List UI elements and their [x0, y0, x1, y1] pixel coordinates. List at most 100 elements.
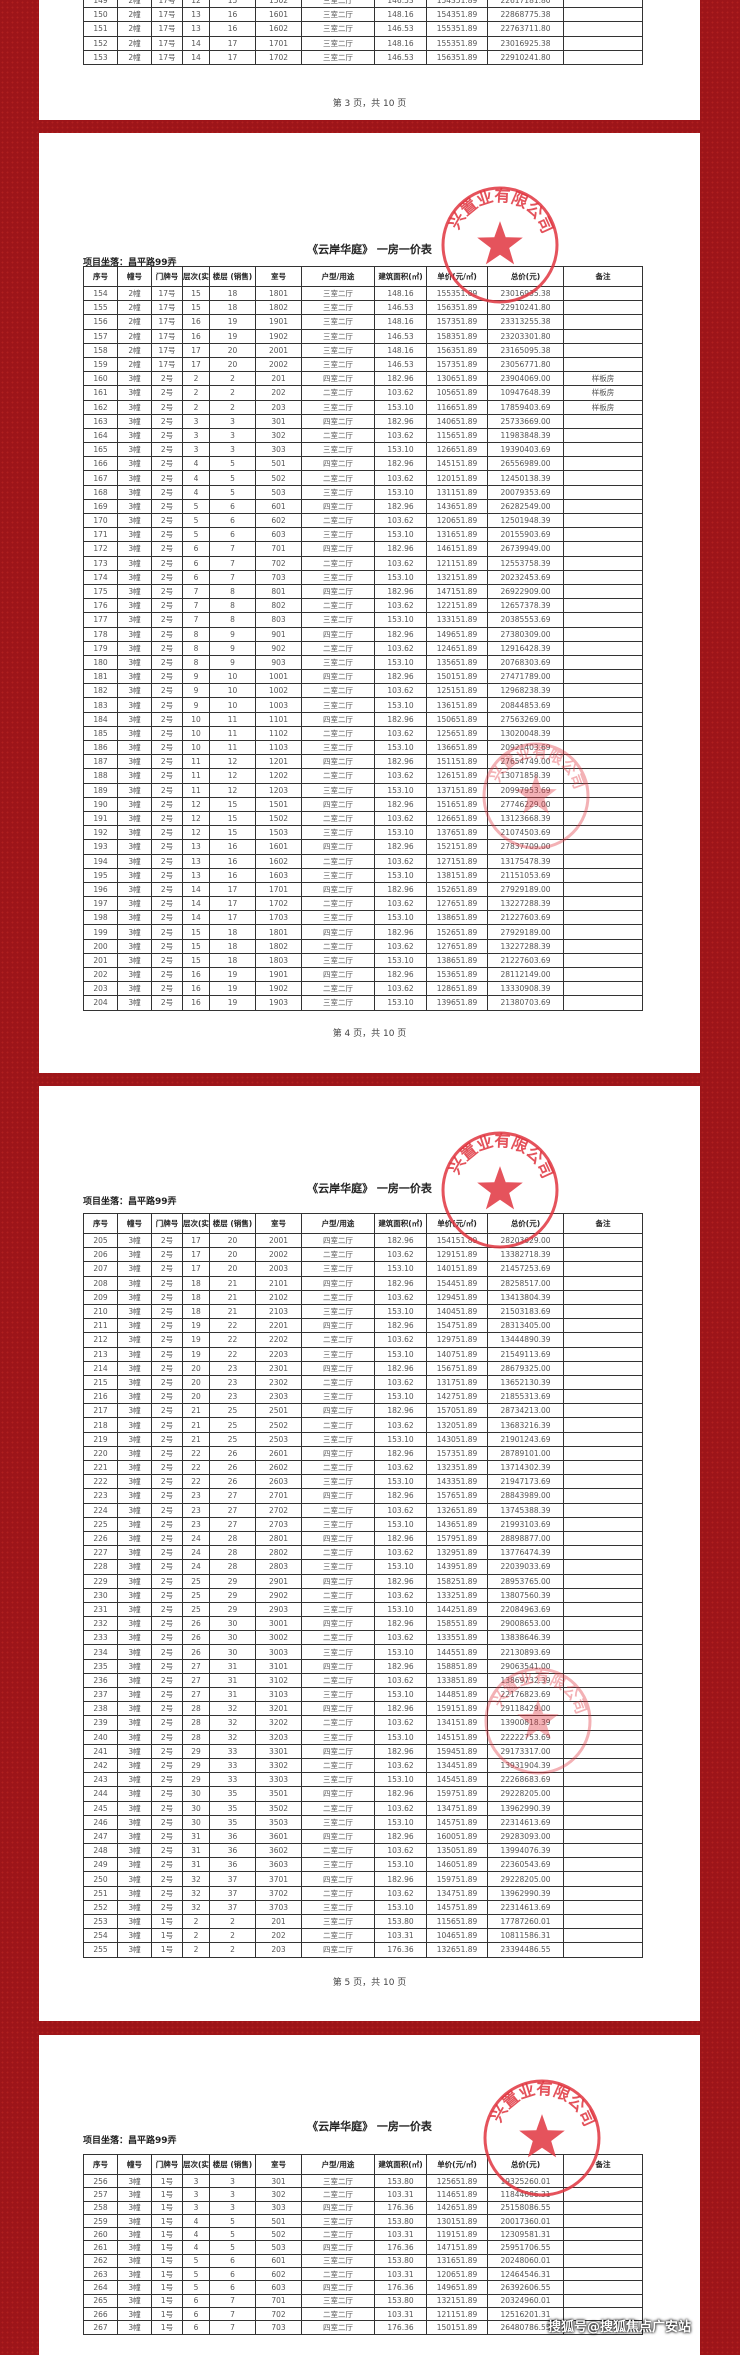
- table-cell: 二室二厅: [301, 470, 375, 486]
- table-cell: [563, 1389, 643, 1405]
- table-cell: 138651.89: [426, 952, 488, 969]
- table-cell: 23904069.00: [487, 371, 564, 387]
- svg-text:兴置业有限公司: 兴置业有限公司: [445, 186, 557, 236]
- table-cell: 28: [182, 1729, 210, 1745]
- table-cell: 150651.89: [426, 711, 488, 727]
- table-cell: 三室二厅: [301, 697, 375, 713]
- table-cell: 13683216.39: [487, 1417, 564, 1433]
- table-cell: 182.96: [374, 1786, 427, 1802]
- table-cell: 2号: [151, 924, 183, 940]
- table-cell: [563, 825, 643, 841]
- table-cell: 二室二厅: [301, 1332, 375, 1348]
- table-cell: 二室二厅: [301, 1502, 375, 1518]
- table-cell: 2号: [151, 512, 183, 529]
- table-row: 189 3幢 2号 11 12 1203 三室二厅 153.10 137151.89 209979…: [83, 782, 643, 798]
- table-cell: 122151.89: [426, 598, 488, 614]
- table-cell: 3: [182, 2200, 210, 2215]
- table-cell: 三室二厅: [301, 1389, 375, 1405]
- table-row: 195 3幢 2号 13 16 1603 三室二厅 153.10 138151.89 211510…: [83, 867, 643, 883]
- table-cell: 2号: [151, 739, 183, 756]
- table-cell: 28679325.00: [487, 1360, 564, 1376]
- table-cell: 103.62: [374, 1247, 427, 1263]
- table-cell: 28953765.00: [487, 1573, 564, 1589]
- document-page-6: 《云岸华庭》 一房一价表 项目坐落：昌平路99弄 序号幢号门牌号层次(实际)楼层…: [39, 2035, 700, 2355]
- table-cell: 103.62: [374, 1545, 427, 1561]
- table-cell: [563, 1800, 643, 1816]
- table-cell: 28313405.00: [487, 1318, 564, 1334]
- table-cell: 28: [209, 1530, 256, 1547]
- table-cell: 17号: [151, 342, 183, 358]
- table-cell: 三室二厅: [301, 1686, 375, 1703]
- table-cell: [563, 1403, 643, 1419]
- table-cell: [563, 669, 643, 685]
- table-cell: 3幢: [117, 1885, 152, 1901]
- table-cell: 23313255.38: [487, 314, 564, 330]
- table-row: 168 3幢 2号 4 5 503 三室二厅 153.10 131151.89 20079353.…: [83, 484, 643, 500]
- table-cell: 17号: [151, 7, 183, 23]
- table-cell: 159751.89: [426, 1871, 488, 1887]
- table-cell: 2: [209, 371, 256, 387]
- table-cell: 20155903.69: [487, 527, 564, 543]
- table-cell: 四室二厅: [301, 2280, 375, 2295]
- table-cell: [563, 1616, 643, 1632]
- table-cell: 205: [83, 1232, 118, 1249]
- table-cell: 19: [209, 314, 256, 330]
- table-cell: 702: [255, 2306, 302, 2322]
- table-cell: 二室二厅: [301, 555, 375, 571]
- table-cell: 4: [182, 2213, 210, 2229]
- table-cell: 15: [182, 938, 210, 954]
- table-cell: 5: [209, 2240, 256, 2255]
- table-cell: 27929189.00: [487, 924, 564, 940]
- table-cell: [563, 1332, 643, 1348]
- table-cell: 四室二厅: [301, 924, 375, 940]
- table-cell: 2701: [255, 1488, 302, 1504]
- table-cell: 9: [209, 640, 256, 656]
- table-row: 197 3幢 2号 14 17 1702 二室二厅 103.62 127651.89 132272…: [83, 896, 643, 912]
- table-row: 221 3幢 2号 22 26 2602 二室二厅 103.62 132351.89 137143…: [83, 1459, 643, 1476]
- table-row: 173 3幢 2号 6 7 702 二室二厅 103.62 121151.89 12553758.…: [83, 555, 643, 571]
- table-cell: 32: [209, 1729, 256, 1745]
- table-cell: [563, 1431, 643, 1447]
- table-cell: 16: [182, 328, 210, 344]
- table-cell: 2号: [151, 981, 183, 997]
- table-cell: 17号: [151, 328, 183, 344]
- table-cell: 3001: [255, 1616, 302, 1632]
- table-cell: 503: [255, 484, 302, 500]
- table-cell: 2号: [151, 1843, 183, 1859]
- table-cell: 302: [255, 2187, 302, 2202]
- table-cell: 3501: [255, 1786, 302, 1802]
- table-cell: 2603: [255, 1474, 302, 1490]
- table-cell: 103.62: [374, 938, 427, 954]
- table-cell: 3幢: [117, 669, 152, 685]
- table-cell: 146.53: [374, 356, 427, 373]
- table-cell: 1702: [255, 896, 302, 912]
- table-cell: 3幢: [117, 555, 152, 571]
- table-cell: 2001: [255, 342, 302, 358]
- table-cell: [563, 981, 643, 997]
- table-cell: 229: [83, 1573, 118, 1589]
- table-cell: 2幢: [117, 300, 152, 316]
- table-cell: [563, 1459, 643, 1476]
- table-row: 226 3幢 2号 24 28 2801 四室二厅 182.96 157951.89 288988…: [83, 1530, 643, 1547]
- table-cell: 13227288.39: [487, 938, 564, 954]
- table-cell: 19: [209, 981, 256, 997]
- table-cell: 27837709.00: [487, 839, 564, 855]
- table-cell: 2号: [151, 1630, 183, 1646]
- table-cell: 246: [83, 1814, 118, 1830]
- table-cell: 2803: [255, 1559, 302, 1575]
- table-cell: 154351.89: [426, 7, 488, 23]
- table-cell: 162: [83, 399, 118, 415]
- table-cell: 四室二厅: [301, 711, 375, 727]
- table-row: 262 3幢 1号 5 6 601 三室二厅 153.80 131651.89 20248060.…: [83, 2253, 643, 2269]
- table-cell: 218: [83, 1417, 118, 1433]
- table-cell: 144251.89: [426, 1601, 488, 1618]
- table-cell: 13: [182, 867, 210, 883]
- table-cell: 701: [255, 2293, 302, 2308]
- table-cell: 224: [83, 1502, 118, 1518]
- table-cell: 18: [209, 938, 256, 954]
- table-cell: 156: [83, 314, 118, 330]
- table-row: 185 3幢 2号 10 11 1102 二室二厅 103.62 125651.89 130200…: [83, 725, 643, 742]
- table-cell: 16: [182, 995, 210, 1011]
- table-cell: 149651.89: [426, 2280, 488, 2295]
